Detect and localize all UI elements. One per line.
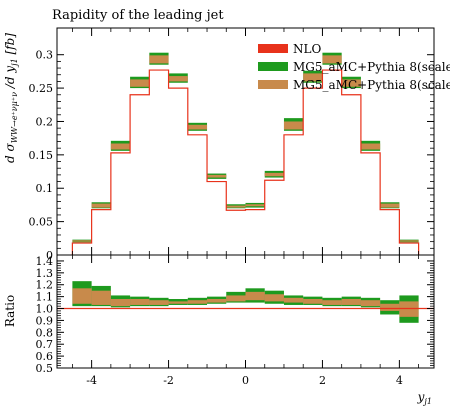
ratio-y-tick-label: 1.2 xyxy=(36,279,54,292)
ratio-band-mg5-amc-pythia-8-scale-2-bin-16 xyxy=(380,303,400,311)
legend-swatch-green xyxy=(258,62,288,71)
x-axis-label: yj1 xyxy=(417,390,432,406)
legend: NLO MG5_aMC+Pythia 8(scale) MG5_aMC+Pyth… xyxy=(258,42,450,92)
ratio-y-tick-label: 0.9 xyxy=(36,314,54,327)
main-band-mg5-amc-pythia-8-scale-2-bin-17 xyxy=(399,240,419,242)
x-tick-label: 2 xyxy=(319,374,326,387)
ratio-panel: 0.50.60.70.80.91.01.11.21.31.4 -4 -2 0 2 4 R… xyxy=(3,254,435,406)
ratio-y-tick-label: 1.4 xyxy=(36,255,54,268)
main-band-mg5-amc-pythia-8-scale-2-bin-12 xyxy=(303,73,323,82)
ratio-y-ticks: 0.50.60.70.80.91.01.11.21.31.4 xyxy=(36,255,434,375)
main-bands xyxy=(72,52,419,243)
main-band-mg5-amc-pythia-8-scale-2-bin-6 xyxy=(187,124,208,130)
main-band-mg5-amc-pythia-8-scale-2-bin-9 xyxy=(245,204,265,207)
x-tick-label: 0 xyxy=(242,374,249,387)
legend-swatch-nlo xyxy=(258,44,288,53)
ratio-frame xyxy=(56,254,435,369)
ratio-y-tick-label: 0.5 xyxy=(36,362,54,375)
main-y-tick-label: 0 xyxy=(46,249,53,262)
main-band-mg5-amc-pythia-8-scale-2-bin-5 xyxy=(168,76,188,82)
main-band-mg5-amc-pythia-8-scale-2-bin-8 xyxy=(226,205,246,208)
ratio-band-mg5-amc-pythia-8-scale-2-bin-13 xyxy=(322,300,342,305)
main-panel: 0 0.05 0.1 0.15 0.2 0.25 0.3 d σWW→e⁺νμ⁺ν /d y… xyxy=(3,27,435,262)
main-band-mg5-amc-pythia-8-scale-2-bin-2 xyxy=(110,143,131,150)
ratio-x-ticks: -4 -2 0 2 4 xyxy=(71,255,420,387)
main-y-tick-label: 0.3 xyxy=(36,49,54,62)
main-y-tick-label: 0.25 xyxy=(29,82,54,95)
ratio-band-mg5-amc-pythia-8-scale-2-bin-10 xyxy=(264,294,284,302)
ratio-y-axis-label: Ratio xyxy=(3,295,17,327)
main-band-mg5-amc-pythia-8-scale-2-bin-13 xyxy=(322,55,342,64)
main-lines xyxy=(71,69,420,255)
main-y-tick-label: 0.05 xyxy=(29,216,54,229)
ratio-bands xyxy=(72,281,419,323)
chart-title: Rapidity of the leading jet xyxy=(52,8,224,23)
main-band-mg5-amc-pythia-8-scale-2-bin-14 xyxy=(341,79,361,87)
x-tick-label: -2 xyxy=(163,374,174,387)
ratio-y-tick-label: 0.8 xyxy=(36,326,54,339)
main-line-nlo-0 xyxy=(71,69,420,255)
ratio-band-mg5-amc-pythia-8-scale-2-bin-4 xyxy=(149,300,169,305)
ratio-band-mg5-amc-pythia-8-scale-2-bin-8 xyxy=(226,295,246,302)
main-band-mg5-amc-pythia-8-scale-2-bin-10 xyxy=(264,172,284,177)
main-y-tick-label: 0.1 xyxy=(36,182,54,195)
ratio-band-mg5-amc-pythia-8-scale-2-bin-2 xyxy=(110,299,131,307)
main-y-axis-label: d σWW→e⁺νμ⁺ν /d yj1 [fb] xyxy=(3,33,19,163)
ratio-band-mg5-amc-pythia-8-scale-2-bin-0 xyxy=(72,288,92,304)
ratio-band-mg5-amc-pythia-8-scale-2-bin-15 xyxy=(360,300,381,307)
main-band-mg5-amc-pythia-8-scale-2-bin-1 xyxy=(91,203,111,208)
ratio-band-mg5-amc-pythia-8-scale-2-bin-3 xyxy=(130,299,150,305)
ratio-band-mg5-amc-pythia-8-scale-2-bin-12 xyxy=(303,299,323,304)
ratio-band-mg5-amc-pythia-8-scale-2-bin-6 xyxy=(187,300,208,304)
legend-label-brown: MG5_aMC+Pythia 8(scale) xyxy=(293,78,450,92)
ratio-y-tick-label: 1.1 xyxy=(36,291,54,304)
legend-label-nlo: NLO xyxy=(293,42,321,56)
legend-label-green: MG5_aMC+Pythia 8(scale) xyxy=(293,60,450,74)
ratio-band-mg5-amc-pythia-8-scale-2-bin-7 xyxy=(207,299,227,303)
main-band-mg5-amc-pythia-8-scale-2-bin-16 xyxy=(380,203,400,208)
x-tick-label: -4 xyxy=(86,374,97,387)
x-tick-label: 4 xyxy=(396,374,403,387)
main-x-ticks xyxy=(71,28,420,255)
ratio-y-tick-label: 0.7 xyxy=(36,338,54,351)
main-band-mg5-amc-pythia-8-scale-2-bin-3 xyxy=(130,79,150,87)
main-band-mg5-amc-pythia-8-scale-2-bin-7 xyxy=(207,174,227,178)
main-band-mg5-amc-pythia-8-scale-2-bin-4 xyxy=(149,55,169,64)
ratio-y-tick-label: 1.0 xyxy=(36,303,54,316)
ratio-band-mg5-amc-pythia-8-scale-2-bin-11 xyxy=(283,297,304,303)
legend-swatch-brown xyxy=(258,80,288,89)
main-band-mg5-amc-pythia-8-scale-2-bin-0 xyxy=(72,240,92,242)
main-band-mg5-amc-pythia-8-scale-2-bin-15 xyxy=(360,143,381,150)
main-band-mg5-amc-pythia-8-scale-2-bin-11 xyxy=(283,121,304,130)
ratio-band-mg5-amc-pythia-8-scale-2-bin-9 xyxy=(245,291,265,301)
ratio-y-tick-label: 0.6 xyxy=(36,350,54,363)
ratio-y-tick-label: 1.3 xyxy=(36,267,54,280)
ratio-band-mg5-amc-pythia-8-scale-2-bin-5 xyxy=(168,301,188,304)
main-y-ticks: 0 0.05 0.1 0.15 0.2 0.25 0.3 xyxy=(29,49,434,262)
ratio-band-mg5-amc-pythia-8-scale-2-bin-14 xyxy=(341,299,361,305)
main-y-tick-label: 0.15 xyxy=(29,149,54,162)
ratio-band-mg5-amc-pythia-8-scale-2-bin-1 xyxy=(91,290,111,305)
main-y-tick-label: 0.2 xyxy=(36,115,54,128)
